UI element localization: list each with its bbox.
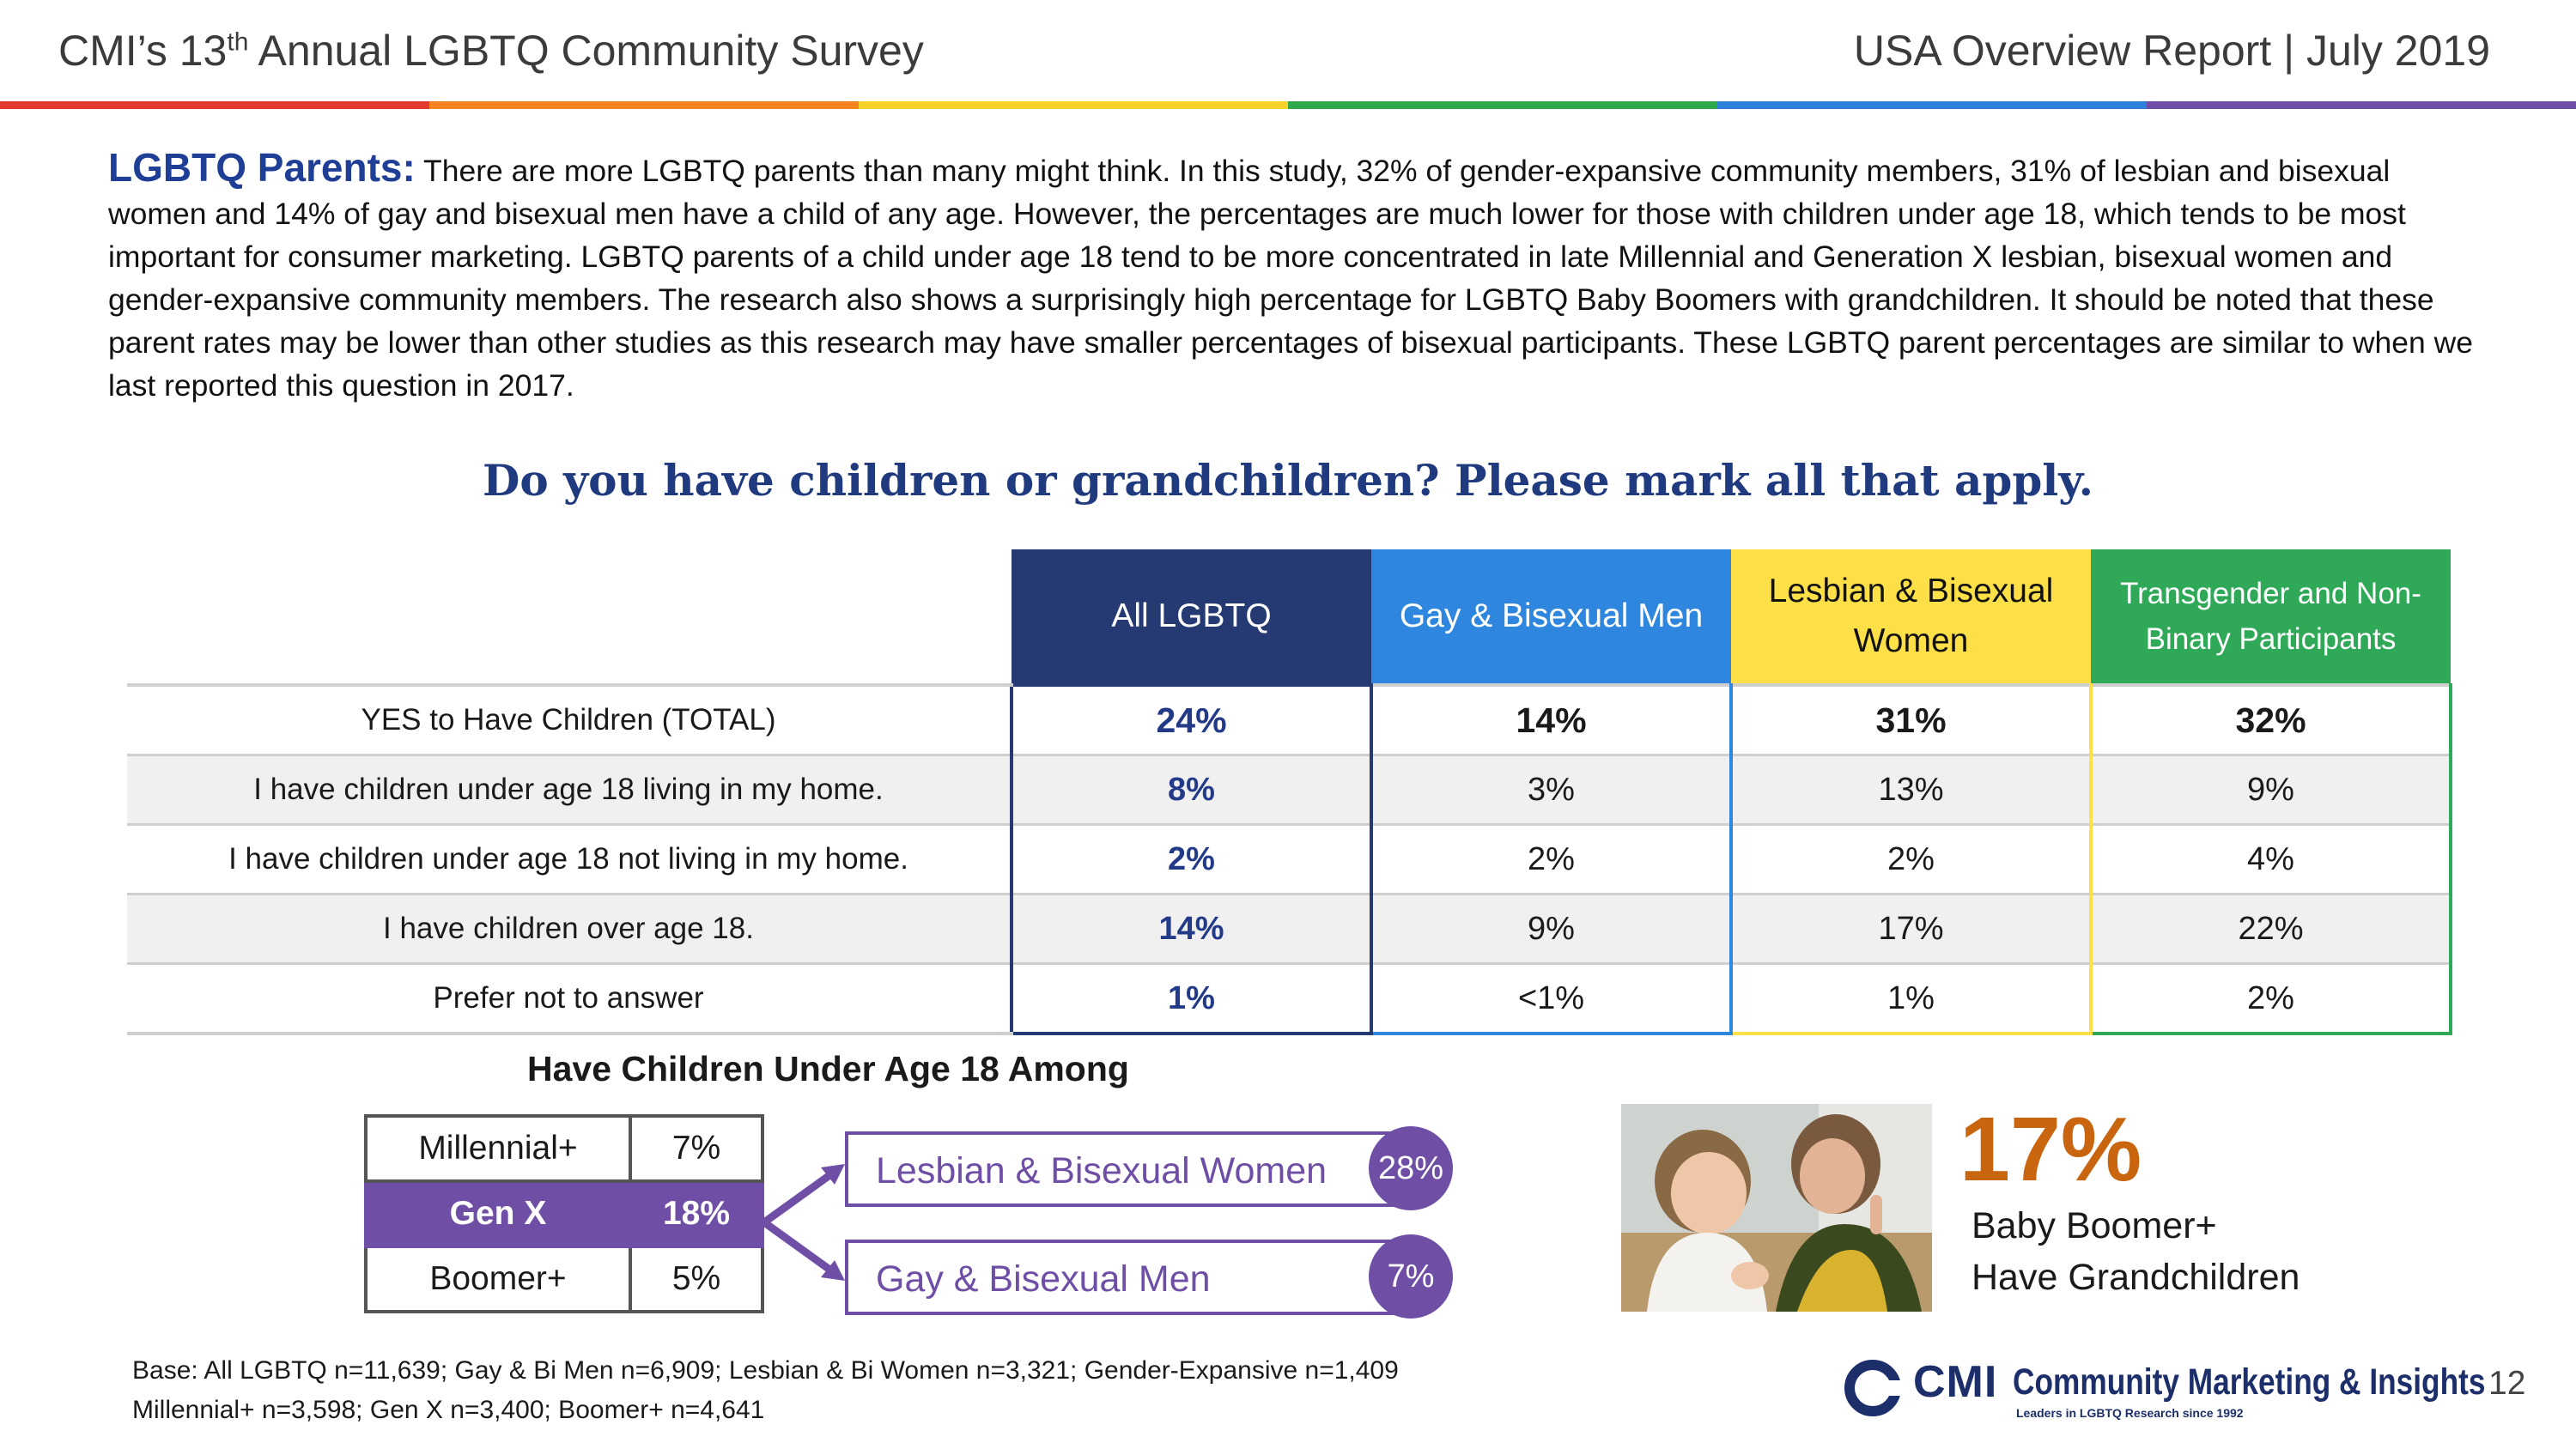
cmi-logo: CMI Community Marketing & Insights Leade…: [1843, 1357, 2486, 1427]
column-header-lesbian-bi-women: Lesbian & Bisexual Women: [1731, 549, 2091, 685]
rainbow-stripe: [1288, 101, 1717, 109]
cell-lesbian-bi-women: 31%: [1731, 683, 2093, 756]
generation-row-highlighted: Gen X 18%: [364, 1179, 764, 1248]
base-note-2: Millennial+ n=3,598; Gen X n=3,400; Boom…: [132, 1396, 765, 1424]
breakdown-lesbian-bi-women: Lesbian & Bisexual Women: [845, 1131, 1422, 1207]
survey-table: All LGBTQ Gay & Bisexual Men Lesbian & B…: [127, 549, 2452, 1035]
grandparent-photo: [1621, 1104, 1932, 1312]
cell-all-lgbtq: 24%: [1010, 683, 1373, 756]
grandchildren-stat-value: 17%: [1959, 1099, 2142, 1200]
grandchildren-stat-label-2: Have Grandchildren: [1971, 1257, 2300, 1298]
rainbow-divider: [0, 101, 2576, 109]
column-header-gay-bi-men: Gay & Bisexual Men: [1371, 549, 1731, 685]
cell-lesbian-bi-women: 1%: [1731, 963, 2093, 1035]
rainbow-stripe: [859, 101, 1288, 109]
logo-tagline: Leaders in LGBTQ Research since 1992: [2016, 1406, 2244, 1420]
generation-row: Millennial+ 7%: [364, 1114, 764, 1183]
cell-trans-nonbinary: 32%: [2091, 683, 2452, 756]
table-row: Prefer not to answer 1% <1% 1% 2%: [127, 963, 2452, 1035]
cell-gay-bi-men: 2%: [1371, 824, 1733, 895]
breakdown-value-badge: 28%: [1369, 1126, 1453, 1210]
row-label: I have children under age 18 living in m…: [127, 755, 1012, 826]
rainbow-stripe: [429, 101, 859, 109]
branch-arrows-icon: [762, 1164, 845, 1281]
column-header-all-lgbtq: All LGBTQ: [1012, 549, 1371, 685]
logo-name: Community Marketing & Insights: [2013, 1361, 2486, 1403]
intro-lead: LGBTQ Parents:: [108, 145, 416, 190]
cmi-logo-icon: [1844, 1360, 1903, 1416]
cell-gay-bi-men: <1%: [1371, 963, 1733, 1035]
generation-row: Boomer+ 5%: [364, 1245, 764, 1313]
rainbow-stripe: [1717, 101, 2147, 109]
cell-lesbian-bi-women: 2%: [1731, 824, 2093, 895]
cell-lesbian-bi-women: 17%: [1731, 894, 2093, 965]
under18-title: Have Children Under Age 18 Among: [527, 1049, 1129, 1088]
grandchildren-stat-label-1: Baby Boomer+: [1971, 1205, 2217, 1246]
intro-paragraph: LGBTQ Parents: There are more LGBTQ pare…: [108, 146, 2478, 407]
table-row: I have children under age 18 not living …: [127, 824, 2452, 895]
rainbow-stripe: [2147, 101, 2576, 109]
rainbow-stripe: [0, 101, 429, 109]
cell-all-lgbtq: 14%: [1010, 894, 1373, 965]
question-heading: Do you have children or grandchildren? P…: [482, 455, 2094, 506]
survey-title: CMI’s 13th Annual LGBTQ Community Survey: [58, 27, 924, 75]
table-row: I have children over age 18. 14% 9% 17% …: [127, 894, 2452, 965]
generation-value: 18%: [629, 1179, 764, 1248]
cell-trans-nonbinary: 9%: [2091, 755, 2452, 826]
cell-lesbian-bi-women: 13%: [1731, 755, 2093, 826]
base-note-1: Base: All LGBTQ n=11,639; Gay & Bi Men n…: [132, 1356, 1399, 1385]
generation-name: Gen X: [364, 1179, 632, 1248]
cell-gay-bi-men: 14%: [1371, 683, 1733, 756]
row-label: YES to Have Children (TOTAL): [127, 683, 1012, 756]
intro-text: There are more LGBTQ parents than many m…: [108, 154, 2473, 403]
breakdown-gay-bi-men: Gay & Bisexual Men: [845, 1240, 1422, 1315]
table-row: YES to Have Children (TOTAL) 24% 14% 31%…: [127, 683, 2452, 756]
cell-trans-nonbinary: 4%: [2091, 824, 2452, 895]
logo-abbr: CMI: [1913, 1357, 1998, 1407]
report-title: USA Overview Report | July 2019: [1853, 27, 2490, 75]
generation-value: 7%: [629, 1114, 764, 1183]
cell-trans-nonbinary: 22%: [2091, 894, 2452, 965]
breakdown-value-badge: 7%: [1369, 1234, 1453, 1319]
cell-all-lgbtq: 1%: [1010, 963, 1373, 1035]
table-header-row: All LGBTQ Gay & Bisexual Men Lesbian & B…: [127, 549, 2451, 685]
generation-name: Millennial+: [364, 1114, 632, 1183]
table-row: I have children under age 18 living in m…: [127, 755, 2452, 826]
row-label: I have children under age 18 not living …: [127, 824, 1012, 895]
cell-all-lgbtq: 8%: [1010, 755, 1373, 826]
generation-name: Boomer+: [364, 1245, 632, 1313]
header-spacer: [127, 549, 1012, 685]
cell-all-lgbtq: 2%: [1010, 824, 1373, 895]
generation-value: 5%: [629, 1245, 764, 1313]
generation-table: Millennial+ 7% Gen X 18% Boomer+ 5%: [364, 1114, 764, 1313]
cell-gay-bi-men: 9%: [1371, 894, 1733, 965]
cell-gay-bi-men: 3%: [1371, 755, 1733, 826]
cell-trans-nonbinary: 2%: [2091, 963, 2452, 1035]
row-label: Prefer not to answer: [127, 963, 1012, 1035]
page-number: 12: [2488, 1365, 2526, 1402]
row-label: I have children over age 18.: [127, 894, 1012, 965]
column-header-trans-nonbinary: Transgender and Non-Binary Participants: [2091, 549, 2451, 685]
